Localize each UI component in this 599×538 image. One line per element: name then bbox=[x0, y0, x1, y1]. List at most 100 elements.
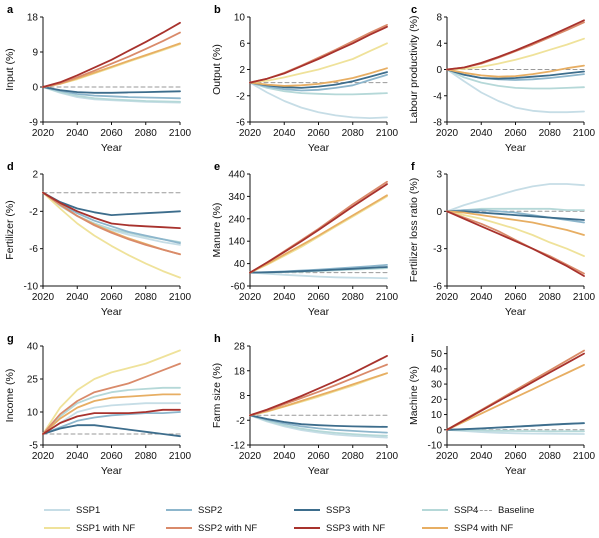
y-axis-label: Machine (%) bbox=[408, 366, 420, 425]
x-tick-label: 2020 bbox=[32, 128, 55, 139]
y-axis-label: Labour productivity (%) bbox=[408, 16, 420, 124]
x-tick-label: 2060 bbox=[504, 128, 527, 139]
series-line-ssp1-with-nf bbox=[42, 191, 181, 279]
y-tick-label: 340 bbox=[228, 192, 245, 203]
x-axis-label: Year bbox=[505, 142, 527, 154]
series-line-ssp3-with-nf bbox=[42, 21, 181, 88]
y-tick-label: 10 bbox=[234, 13, 246, 24]
x-tick-label: 2040 bbox=[470, 292, 493, 303]
y-tick-label: -6 bbox=[236, 118, 245, 129]
legend-item-ssp2: SSP2 bbox=[166, 502, 222, 518]
x-tick-label: 2100 bbox=[169, 451, 192, 462]
x-tick-label: 2040 bbox=[66, 292, 89, 303]
panel-letter: d bbox=[7, 161, 14, 173]
x-tick-label: 2100 bbox=[376, 451, 399, 462]
panel-letter: g bbox=[7, 333, 14, 345]
x-axis-label: Year bbox=[308, 306, 330, 318]
legend-item-ssp1: SSP1 bbox=[44, 502, 100, 518]
x-tick-label: 2040 bbox=[470, 451, 493, 462]
series-line-ssp3-with-nf bbox=[249, 25, 388, 84]
series-line-ssp4 bbox=[42, 86, 181, 103]
x-tick-label: 2080 bbox=[342, 292, 365, 303]
series-line-ssp2 bbox=[249, 73, 388, 92]
series-line-ssp2-with-nf bbox=[446, 210, 585, 275]
y-tick-label: 28 bbox=[234, 342, 246, 353]
series-line-ssp1 bbox=[446, 183, 585, 213]
panel-h: h -12 -2 8 18 28 2020 2040 2060 2080 2100 Year Farm … bbox=[211, 333, 399, 477]
y-tick-label: -5 bbox=[29, 441, 38, 452]
x-tick-label: 2060 bbox=[100, 128, 123, 139]
legend-swatch bbox=[44, 509, 70, 511]
x-tick-label: 2060 bbox=[307, 292, 330, 303]
y-tick-label: 9 bbox=[32, 48, 38, 59]
legend-label: SSP1 bbox=[76, 504, 101, 516]
series-line-ssp3 bbox=[42, 191, 181, 217]
y-tick-label: 2 bbox=[32, 170, 38, 181]
legend-swatch bbox=[422, 527, 448, 529]
series-line-ssp4 bbox=[446, 428, 585, 433]
x-tick-label: 2080 bbox=[342, 451, 365, 462]
x-tick-label: 2040 bbox=[273, 128, 296, 139]
panel-letter: a bbox=[7, 4, 14, 16]
y-tick-label: -8 bbox=[433, 118, 442, 129]
y-tick-label: 240 bbox=[228, 214, 245, 225]
y-axis-label: Input (%) bbox=[4, 48, 16, 91]
x-axis-label: Year bbox=[505, 465, 527, 477]
series-line-ssp3-with-nf bbox=[446, 210, 585, 277]
y-tick-label: -60 bbox=[231, 282, 246, 293]
y-tick-label: -4 bbox=[433, 91, 442, 102]
x-tick-label: 2080 bbox=[135, 128, 158, 139]
series-line-ssp1-with-nf bbox=[446, 210, 585, 258]
series-line-ssp4 bbox=[249, 414, 388, 437]
series-line-ssp1 bbox=[249, 271, 388, 280]
series-line-ssp1 bbox=[42, 402, 181, 435]
x-tick-label: 2040 bbox=[273, 451, 296, 462]
y-tick-label: 0 bbox=[436, 207, 442, 218]
y-tick-label: -2 bbox=[29, 207, 38, 218]
y-axis-label: Income (%) bbox=[4, 369, 16, 423]
panel-letter: b bbox=[214, 4, 221, 16]
legend-item-baseline: Baseline bbox=[466, 502, 534, 518]
y-tick-label: 20 bbox=[431, 395, 443, 406]
x-tick-label: 2020 bbox=[239, 451, 262, 462]
legend-swatch bbox=[466, 509, 492, 511]
y-axis-label: Manure (%) bbox=[211, 203, 223, 258]
legend-swatch bbox=[422, 509, 448, 511]
legend-item-ssp1-with-nf: SSP1 with NF bbox=[44, 520, 135, 536]
y-tick-label: 40 bbox=[27, 342, 39, 353]
x-tick-label: 2100 bbox=[376, 292, 399, 303]
legend-swatch bbox=[294, 509, 320, 511]
legend-item-ssp3: SSP3 bbox=[294, 502, 350, 518]
x-axis-label: Year bbox=[505, 306, 527, 318]
y-tick-label: 4 bbox=[436, 39, 442, 50]
x-tick-label: 2100 bbox=[573, 128, 596, 139]
x-axis-label: Year bbox=[101, 142, 123, 154]
series-line-ssp1-with-nf bbox=[446, 37, 585, 71]
legend-label: SSP2 with NF bbox=[198, 522, 258, 534]
y-tick-label: 40 bbox=[431, 364, 443, 375]
x-tick-label: 2020 bbox=[436, 292, 459, 303]
x-axis-label: Year bbox=[308, 142, 330, 154]
series-line-ssp1 bbox=[446, 68, 585, 114]
legend-swatch bbox=[294, 527, 320, 529]
panel-letter: f bbox=[411, 161, 415, 173]
series-line-ssp4-with-nf bbox=[249, 194, 388, 274]
legend-item-ssp4-with-nf: SSP4 with NF bbox=[422, 520, 513, 536]
series-line-ssp2-with-nf bbox=[249, 180, 388, 274]
panel-g: g -5 10 25 40 2020 2040 2060 2080 2100 Year Income … bbox=[4, 333, 192, 477]
x-axis-label: Year bbox=[101, 306, 123, 318]
panel-b: b -6 -2 2 6 10 2020 2040 2060 2080 2100 Year Output … bbox=[211, 4, 399, 154]
x-tick-label: 2100 bbox=[573, 451, 596, 462]
y-tick-label: -10 bbox=[428, 441, 443, 452]
y-tick-label: 18 bbox=[234, 366, 246, 377]
y-tick-label: 8 bbox=[436, 13, 442, 24]
series-line-ssp2 bbox=[249, 414, 388, 434]
x-tick-label: 2020 bbox=[436, 451, 459, 462]
series-line-ssp2-with-nf bbox=[42, 31, 181, 88]
series-line-ssp2 bbox=[42, 191, 181, 245]
y-tick-label: 25 bbox=[27, 375, 39, 386]
x-tick-label: 2040 bbox=[66, 128, 89, 139]
y-tick-label: 0 bbox=[436, 65, 442, 76]
x-tick-label: 2020 bbox=[32, 451, 55, 462]
y-axis-label: Output (%) bbox=[211, 44, 223, 95]
